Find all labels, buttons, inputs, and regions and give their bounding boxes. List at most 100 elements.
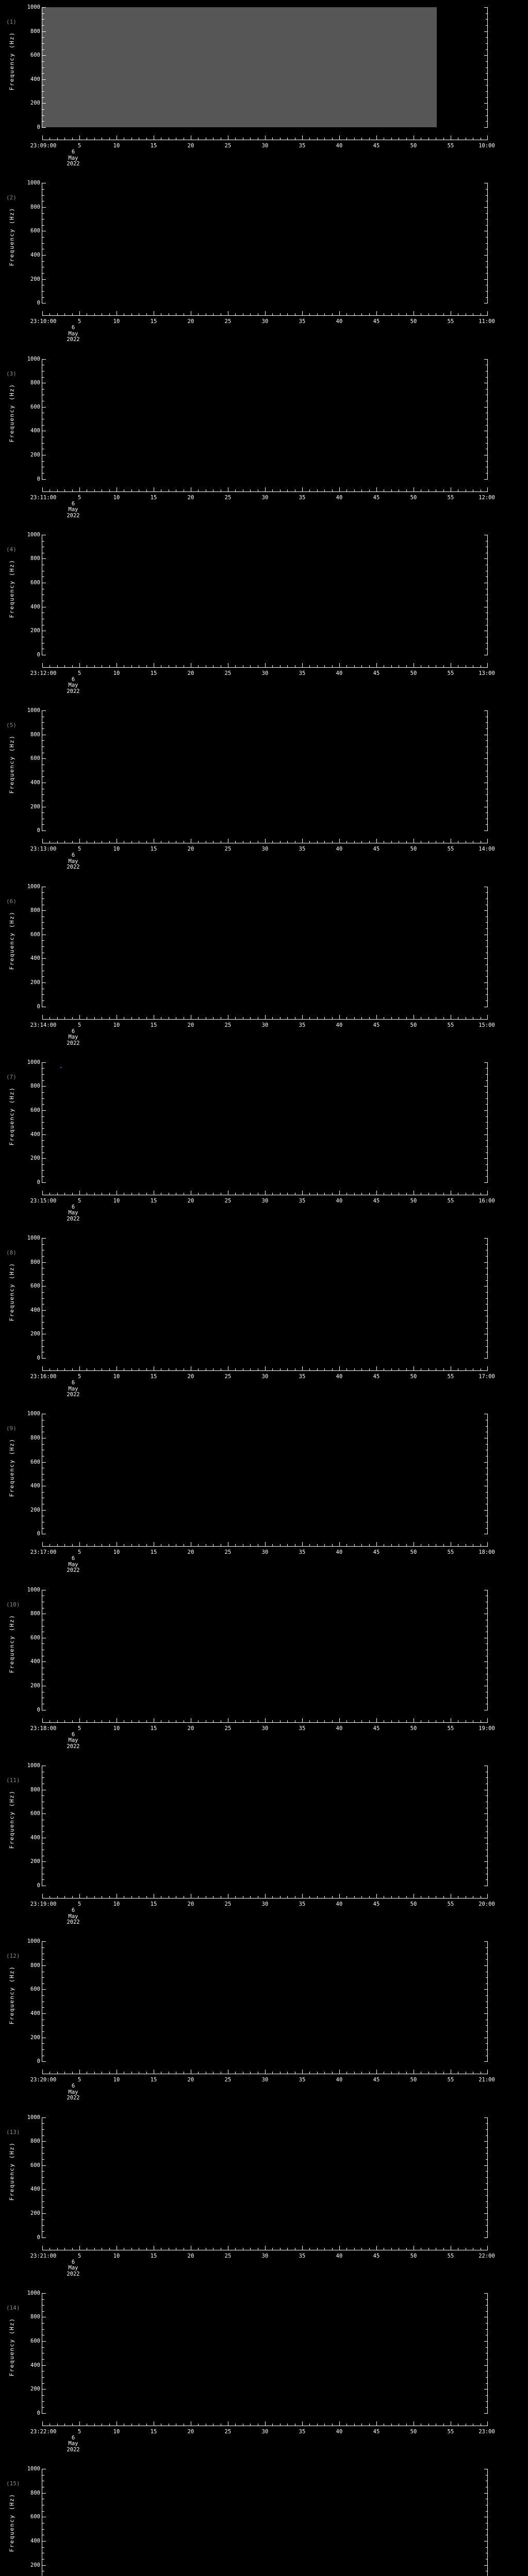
right-tick-mark: [486, 2207, 488, 2208]
x-tick-label: 5: [77, 1374, 81, 1380]
y-tick-marks: [42, 1414, 47, 1535]
x-tick-label: 30: [261, 1725, 269, 1732]
y-tick-mark: [42, 2565, 46, 2566]
x-tick-label: 15: [150, 318, 157, 325]
date-stack: 6 May 2022: [42, 325, 104, 343]
y-tick-marks: [42, 2293, 47, 2414]
x-tick-mark: [354, 1368, 355, 1371]
x-tick-mark: [369, 2423, 370, 2426]
x-tick-mark: [146, 665, 147, 668]
y-tick-mark: [42, 1346, 44, 1347]
x-tick-mark: [64, 2072, 65, 2075]
x-tick-mark: [428, 841, 429, 844]
x-tick-mark: [146, 841, 147, 844]
x-tick-label: 50: [410, 2252, 417, 2259]
x-tick-mark: [64, 1896, 65, 1899]
x-tick-mark: [57, 1720, 58, 1723]
x-tick-mark: [354, 138, 355, 140]
x-tick-mark: [287, 1720, 288, 1723]
x-axis-cap-left: [42, 311, 43, 316]
x-tick-label: 10: [113, 2077, 120, 2083]
y-tick-label: 400: [30, 1131, 40, 1138]
x-tick-mark: [332, 1368, 333, 1371]
x-axis-cap-right: [487, 1542, 488, 1547]
y-tick-mark: [42, 1092, 44, 1093]
x-tick-labels: 23:11:00 5 10 15 20 25 30 35 40 45 50 55 12:00: [0, 495, 528, 502]
x-tick-label: 55: [447, 846, 454, 853]
right-tick-mark: [486, 994, 488, 995]
left-axis-cap-top: [42, 710, 45, 711]
right-tick-mark: [484, 1965, 488, 1966]
x-tick-mark: [109, 1016, 110, 1020]
x-tick-mark: [72, 1368, 73, 1371]
right-tick-mark: [486, 1298, 488, 1299]
right-tick-mark: [484, 1134, 488, 1135]
y-tick-mark: [42, 1310, 46, 1311]
right-tick-mark: [486, 1879, 488, 1880]
y-tick-mark: [42, 1068, 44, 1069]
x-tick-mark: [265, 1894, 266, 1899]
x-tick-mark: [131, 1544, 132, 1547]
y-tick-label: 400: [30, 2010, 40, 2017]
x-tick-mark: [428, 2423, 429, 2426]
right-tick-marks: [484, 1941, 488, 2062]
x-tick-mark: [235, 2072, 236, 2075]
x-tick-mark: [64, 489, 65, 492]
x-tick-label: 15: [150, 2252, 157, 2259]
y-tick-label: 0: [37, 1179, 40, 1185]
date-line: 6: [71, 325, 75, 331]
y-tick-mark: [42, 1322, 44, 1323]
right-tick-mark: [486, 1643, 488, 1645]
x-tick-mark: [369, 1016, 370, 1020]
left-axis-cap-top: [42, 1062, 45, 1063]
x-tick-mark: [72, 138, 73, 140]
right-tick-mark: [486, 812, 488, 814]
x-tick-label: 55: [447, 1901, 454, 1907]
y-tick-mark: [42, 1086, 46, 1087]
x-tick-mark: [443, 1016, 444, 1020]
y-tick-label: 400: [30, 428, 40, 434]
y-tick-mark: [42, 922, 44, 923]
x-tick-labels: 23:09:00 5 10 15 20 25 30 35 40 45 50 55 10:00: [0, 143, 528, 150]
x-tick-label: 50: [410, 2428, 417, 2435]
x-tick-label-end: 10:00: [478, 143, 495, 149]
x-tick-mark: [391, 2072, 392, 2075]
right-tick-mark: [486, 1346, 488, 1347]
y-tick-labels: 0 200 400 600 800 1000: [16, 1939, 40, 2064]
right-tick-mark: [486, 2511, 488, 2512]
x-tick-mark: [324, 2072, 325, 2075]
y-tick-mark: [42, 982, 46, 983]
y-tick-label: 800: [30, 2138, 40, 2145]
x-tick-label: 45: [373, 1549, 380, 1556]
x-tick-marks: [42, 487, 488, 492]
y-tick-label: 400: [30, 76, 40, 82]
x-tick-mark: [79, 2070, 80, 2075]
y-tick-mark: [42, 189, 44, 190]
x-tick-label: 20: [187, 2428, 194, 2435]
right-tick-mark: [486, 189, 488, 190]
x-tick-mark: [346, 841, 348, 844]
x-tick-label: 20: [187, 1374, 194, 1380]
x-tick-label-start: 23:18:00: [30, 1725, 57, 1732]
x-tick-mark: [250, 1016, 251, 1020]
x-tick-mark: [443, 489, 444, 492]
y-tick-label: 1000: [27, 2290, 40, 2296]
x-tick-mark: [265, 663, 266, 668]
x-tick-mark: [131, 2247, 132, 2250]
y-tick-label: 0: [37, 1883, 40, 1889]
x-tick-label: 25: [224, 1549, 232, 1556]
panel-index-label: (8): [6, 1249, 16, 1257]
x-axis-cap-left: [42, 1894, 43, 1899]
x-tick-mark: [376, 1542, 377, 1547]
right-tick-mark: [486, 19, 488, 20]
right-tick-mark: [486, 892, 488, 893]
x-tick-mark: [369, 1544, 370, 1547]
x-tick-label: 5: [77, 1022, 81, 1028]
x-tick-label: 15: [150, 670, 157, 676]
right-tick-marks: [484, 2293, 488, 2414]
y-tick-mark: [42, 207, 46, 208]
x-tick-mark: [272, 489, 273, 492]
x-tick-label-start: 23:17:00: [30, 1549, 57, 1556]
x-tick-mark: [302, 2421, 303, 2426]
panel-index-label: (4): [6, 546, 16, 553]
